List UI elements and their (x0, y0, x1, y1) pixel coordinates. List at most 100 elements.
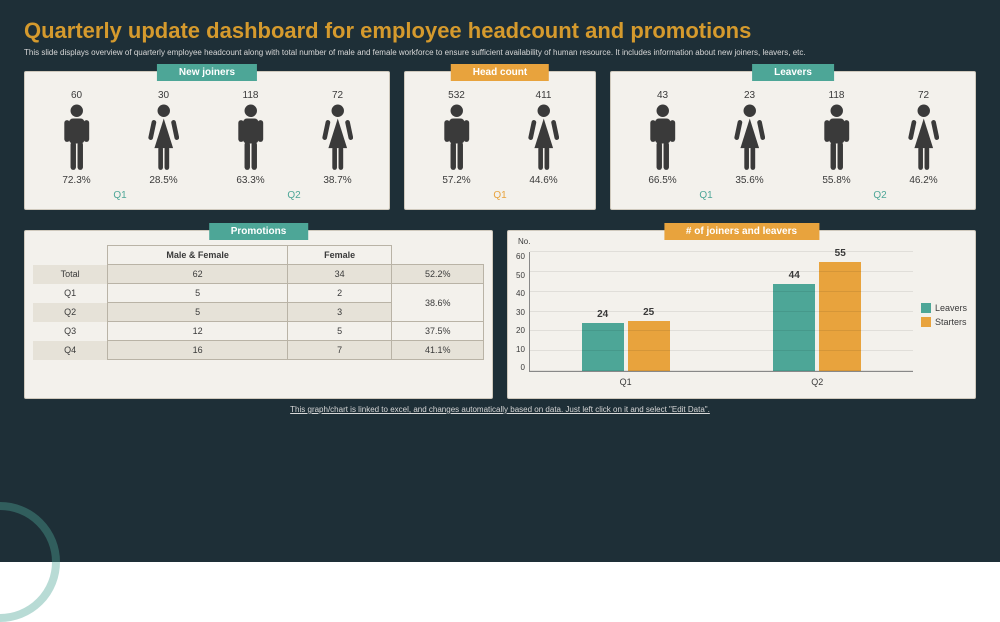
legend-swatch (921, 317, 931, 327)
decorative-circle (0, 502, 60, 622)
person-pct: 63.3% (236, 175, 264, 186)
top-row: New joiners60 72.3%30 28.5%118 63.3%72 (24, 71, 976, 210)
promotions-panel: Promotions Male & FemaleFemaleTotal62345… (24, 230, 493, 399)
person-count: 72 (332, 90, 343, 101)
promo-col-header: Female (287, 246, 392, 265)
x-labels: Q1Q2 (530, 377, 913, 387)
person-col: 60 72.3% (61, 90, 93, 186)
grid-line (530, 370, 913, 371)
bar-group: 2425 (530, 252, 722, 371)
promo-pct-value: 37.5% (392, 322, 484, 341)
promo-row-label: Q1 (33, 284, 108, 303)
new_joiners-quarter-labels: Q1Q2 (33, 190, 381, 201)
bar-leavers: 44 (773, 284, 815, 371)
promo-row: Total623452.2% (33, 265, 484, 284)
y-tick: 30 (516, 308, 525, 317)
slide-root: Quarterly update dashboard for employee … (0, 0, 1000, 562)
person-pct: 28.5% (149, 175, 177, 186)
bar-starters: 55 (819, 262, 861, 371)
person-pct: 46.2% (909, 175, 937, 186)
legend: Leavers Starters (913, 240, 967, 390)
leavers-quarter-labels: Q1Q2 (619, 190, 967, 201)
bar-value-label: 25 (643, 307, 654, 318)
person-count: 118 (243, 90, 259, 101)
person-pct: 66.5% (648, 175, 676, 186)
person-female-icon (322, 103, 354, 173)
promo-f-value: 7 (287, 341, 392, 360)
grid-line (530, 291, 913, 292)
promo-row-label: Total (33, 265, 108, 284)
new_joiners-people-row: 60 72.3% 30 28.5% 118 63.3% 72 (33, 90, 381, 186)
leavers-panel: Leavers43 66.5%23 35.6%118 55.8%72 (610, 71, 976, 210)
quarter-label: Q1 (619, 190, 793, 201)
headcount-quarter-labels: Q1 (413, 190, 587, 201)
promo-row-label: Q4 (33, 341, 108, 360)
person-female-icon (908, 103, 940, 173)
page-subtitle: This slide displays overview of quarterl… (24, 48, 976, 57)
person-col: 23 35.6% (734, 90, 766, 186)
person-col: 72 38.7% (322, 90, 354, 186)
person-female-icon (528, 103, 560, 173)
promo-f-value: 2 (287, 284, 392, 303)
grid-line (530, 271, 913, 272)
promo-f-value: 3 (287, 303, 392, 322)
legend-item: Starters (921, 317, 967, 327)
person-pct: 72.3% (62, 175, 90, 186)
promotions-table: Male & FemaleFemaleTotal623452.2%Q15238.… (33, 245, 484, 360)
footnote: This graph/chart is linked to excel, and… (24, 405, 976, 414)
person-pct: 55.8% (822, 175, 850, 186)
grid-line (530, 311, 913, 312)
person-count: 118 (829, 90, 845, 101)
new_joiners-panel: New joiners60 72.3%30 28.5%118 63.3%72 (24, 71, 390, 210)
person-male-icon (61, 103, 93, 173)
bar-group: 4455 (721, 252, 913, 371)
chart-panel: # of joiners and leavers No. 60504030201… (507, 230, 976, 399)
person-count: 72 (918, 90, 929, 101)
quarter-label: Q2 (793, 190, 967, 201)
legend-item: Leavers (921, 303, 967, 313)
headcount-panel: Head count532 57.2%411 44.6%Q1 (404, 71, 596, 210)
page-title: Quarterly update dashboard for employee … (24, 18, 976, 44)
promo-pct-value: 52.2% (392, 265, 484, 284)
promo-row: Q15238.6% (33, 284, 484, 303)
grid-line (530, 251, 913, 252)
bar-value-label: 55 (835, 248, 846, 259)
quarter-label: Q2 (207, 190, 381, 201)
promo-mf-value: 16 (108, 341, 287, 360)
person-male-icon (441, 103, 473, 173)
x-label: Q2 (721, 377, 913, 387)
headcount-people-row: 532 57.2% 411 44.6% (413, 90, 587, 186)
legend-label: Leavers (935, 303, 967, 313)
person-col: 72 46.2% (908, 90, 940, 186)
person-male-icon (235, 103, 267, 173)
person-count: 30 (158, 90, 169, 101)
person-count: 23 (744, 90, 755, 101)
bar-starters: 25 (628, 321, 670, 371)
promo-pct-value: 41.1% (392, 341, 484, 360)
person-count: 411 (536, 90, 552, 101)
bottom-row: Promotions Male & FemaleFemaleTotal62345… (24, 230, 976, 399)
x-label: Q1 (530, 377, 722, 387)
person-col: 30 28.5% (148, 90, 180, 186)
promo-mf-value: 12 (108, 322, 287, 341)
legend-swatch (921, 303, 931, 313)
person-col: 411 44.6% (528, 90, 560, 186)
person-male-icon (821, 103, 853, 173)
promotions-header: Promotions (209, 223, 309, 240)
y-tick: 20 (516, 326, 525, 335)
person-pct: 35.6% (735, 175, 763, 186)
promo-pct-value: 38.6% (392, 284, 484, 322)
y-tick: 50 (516, 271, 525, 280)
person-male-icon (647, 103, 679, 173)
person-col: 532 57.2% (441, 90, 473, 186)
chart-header: # of joiners and leavers (664, 223, 819, 240)
promo-row-label: Q3 (33, 322, 108, 341)
promo-f-value: 5 (287, 322, 392, 341)
quarter-label: Q1 (413, 190, 587, 201)
chart-body: 6050403020100 24254455 Q1Q2 LeaversStart… (516, 240, 967, 390)
promo-mf-value: 5 (108, 303, 287, 322)
promo-row: Q416741.1% (33, 341, 484, 360)
y-tick: 0 (520, 363, 524, 372)
promo-col-header: Male & Female (108, 246, 287, 265)
bars-area: 24254455 (530, 252, 913, 371)
